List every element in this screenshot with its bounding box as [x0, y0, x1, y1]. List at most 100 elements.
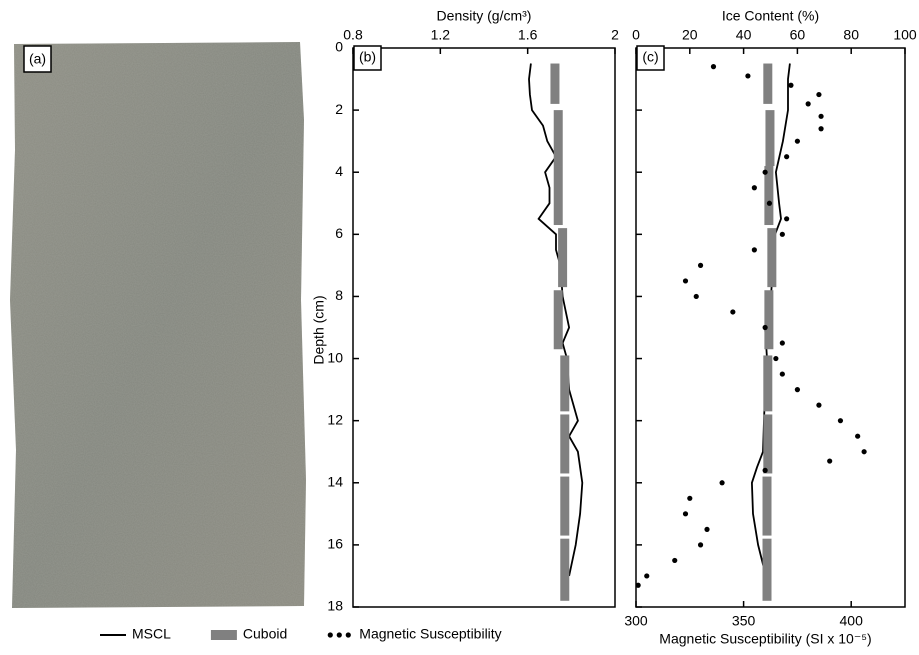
ms-dot [745, 73, 751, 79]
ms-dot [784, 154, 790, 160]
cuboid-bar [560, 476, 570, 536]
ms-dot [773, 355, 779, 362]
ms-dot [788, 82, 794, 88]
x2-tick-label: 400 [840, 613, 864, 629]
ms-dot [751, 247, 757, 253]
cuboid-bar [550, 63, 560, 104]
cuboid-bar [553, 290, 563, 350]
y-axis-title: Depth (cm) [311, 295, 327, 364]
x-tick-label: 1.6 [518, 27, 538, 43]
y-tick-label: 2 [335, 101, 343, 117]
x-tick-label: 1.2 [431, 27, 451, 43]
ms-dot [762, 467, 768, 473]
ms-dot [779, 340, 785, 346]
cuboid-bar [553, 110, 563, 167]
ms-dot [779, 371, 785, 377]
y-tick-label: 12 [327, 411, 343, 427]
legend-swatch [345, 632, 351, 638]
cuboid-bar [560, 355, 570, 412]
cuboid-bar [560, 538, 570, 601]
cuboid-bar [553, 166, 563, 226]
legend-label: Cuboid [243, 626, 287, 642]
ms-dot [635, 582, 641, 588]
y-tick-label: 6 [335, 225, 343, 241]
cuboid-bar [763, 63, 773, 104]
ms-dot [762, 169, 768, 175]
ms-dot [682, 278, 689, 284]
x-tick-label: 0 [632, 27, 640, 43]
legend-swatch [327, 632, 333, 638]
ms-dot [805, 101, 811, 107]
ms-dot [766, 200, 773, 206]
plot-frame [635, 47, 906, 608]
ms-dot [861, 449, 867, 455]
x-tick-label: 0.8 [343, 27, 363, 43]
ms-dot [730, 309, 736, 315]
x-tick-label: 100 [893, 27, 917, 43]
x2-tick-label: 300 [624, 613, 648, 629]
cuboid-bar [767, 228, 777, 288]
cuboid-bar [764, 290, 774, 350]
core-photo: (a) [10, 42, 306, 608]
ms-dot [751, 185, 757, 191]
x2-tick-label: 350 [732, 613, 756, 629]
ms-dot [784, 216, 790, 222]
panel-label: (a) [29, 51, 46, 67]
legend: MSCL Cuboid Magnetic Susceptibility [100, 626, 502, 642]
x-axis-title: Density (g/cm³) [437, 8, 532, 24]
x2-axis-title: Magnetic Susceptibility (SI x 10⁻⁵) [659, 631, 871, 647]
y-tick-label: 10 [327, 349, 343, 365]
ms-dot [672, 557, 678, 564]
ms-dot [816, 402, 822, 408]
y-tick-label: 8 [335, 287, 343, 303]
cuboid-bar [560, 414, 570, 474]
x-tick-label: 60 [790, 27, 806, 43]
panel-label: (b) [359, 49, 376, 65]
panel-label-box [353, 45, 382, 71]
ms-dot [644, 573, 650, 579]
x-tick-label: 40 [736, 27, 752, 43]
ms-dot [816, 91, 822, 98]
y-tick-label: 14 [327, 473, 343, 489]
y-tick-label: 4 [335, 163, 343, 179]
x-tick-label: 80 [843, 27, 859, 43]
cuboid-bar [764, 166, 774, 226]
cuboid-bar [762, 476, 772, 536]
x-tick-label: 20 [682, 27, 698, 43]
y-tick-label: 16 [327, 536, 343, 552]
ms-dot [762, 324, 768, 331]
ms-dot [837, 418, 844, 424]
x-tick-label: 2 [611, 27, 619, 43]
ms-dot [794, 387, 801, 393]
cuboid-bar [558, 228, 568, 288]
panel-label: (c) [642, 49, 658, 65]
cuboid-bar [762, 538, 772, 601]
panel-label-box [636, 45, 665, 71]
y-tick-label: 18 [327, 598, 343, 614]
y-tick-label: 0 [335, 39, 343, 55]
cuboid-bar [765, 110, 775, 167]
ms-dot [697, 262, 704, 268]
ms-dot [818, 113, 824, 119]
legend-label: Magnetic Susceptibility [359, 626, 501, 642]
cuboid-bar [763, 414, 773, 474]
ms-dot [710, 64, 717, 70]
ms-dot [827, 458, 833, 464]
x-axis-title: Ice Content (%) [722, 8, 819, 24]
plot-frame [352, 47, 616, 608]
ms-dot [687, 495, 693, 501]
ms-dot [855, 433, 861, 439]
ms-dot [794, 138, 801, 144]
ms-dot [818, 126, 824, 132]
legend-swatch [210, 630, 237, 640]
legend-swatch [336, 632, 342, 638]
ms-dot [704, 526, 710, 532]
ms-dot [693, 293, 699, 300]
ms-dot [779, 231, 785, 237]
legend-label: MSCL [132, 626, 171, 642]
ms-dot [682, 511, 689, 517]
ms-dot [697, 542, 704, 548]
ms-dot [719, 480, 725, 486]
cuboid-bar [763, 355, 773, 412]
